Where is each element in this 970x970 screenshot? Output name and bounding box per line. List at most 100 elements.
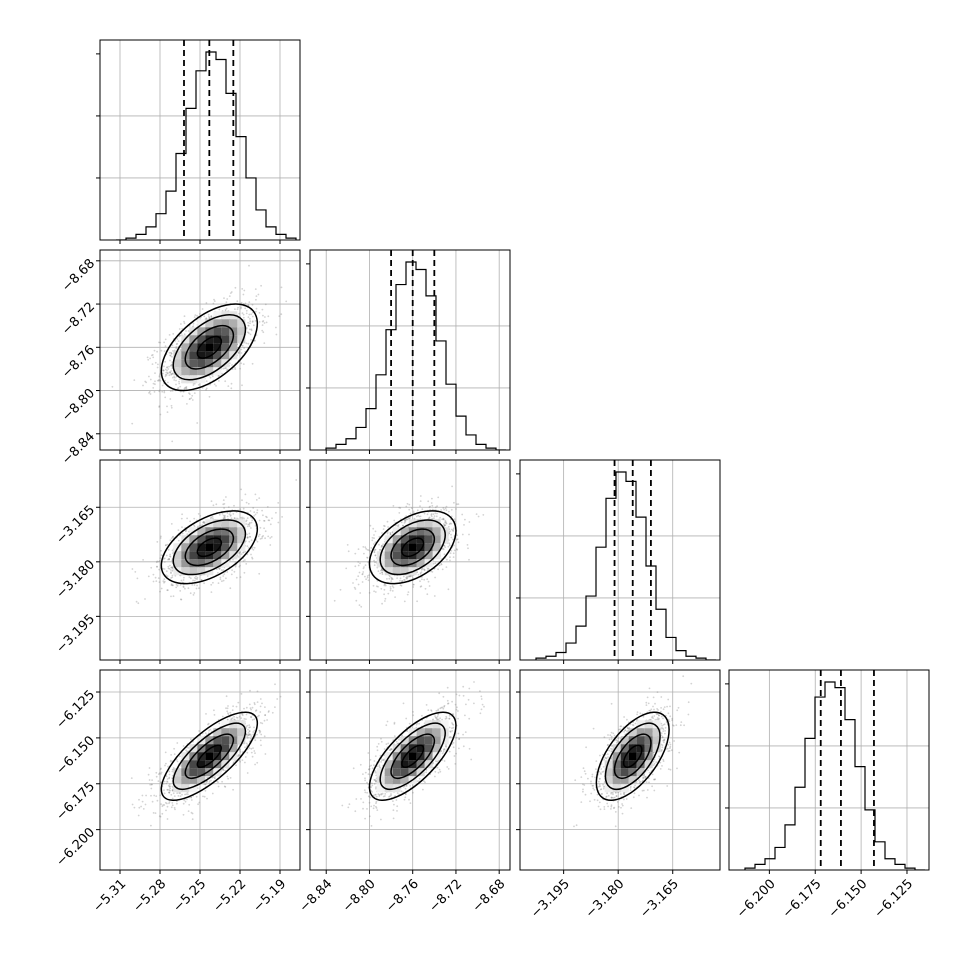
scatter-point	[408, 503, 411, 506]
scatter-point	[189, 393, 191, 395]
scatter-point	[233, 504, 235, 507]
scatter-point	[431, 497, 433, 500]
scatter-point	[169, 390, 172, 392]
scatter-point	[404, 519, 407, 521]
scatter-point	[357, 583, 360, 586]
scatter-point	[333, 599, 336, 602]
scatter-point	[154, 383, 156, 386]
scatter-point	[162, 369, 165, 372]
scatter-point	[182, 745, 185, 747]
scatter-point	[419, 505, 421, 507]
scatter-point	[250, 329, 253, 332]
scatter-point	[434, 506, 437, 509]
scatter-point	[381, 532, 383, 534]
scatter-point	[218, 380, 220, 382]
scatter-point	[218, 513, 221, 516]
scatter-point	[229, 515, 232, 517]
scatter-point	[184, 530, 187, 533]
scatter-point	[156, 379, 159, 382]
scatter-point	[241, 384, 243, 387]
scatter-point	[267, 535, 270, 538]
scatter-point	[168, 773, 171, 776]
density-cell	[213, 311, 222, 320]
scatter-point	[178, 382, 181, 385]
scatter-point	[229, 711, 232, 714]
scatter-point	[238, 350, 241, 353]
scatter-point	[166, 411, 169, 413]
scatter-point	[457, 503, 460, 505]
scatter-point	[461, 533, 464, 536]
scatter-point	[165, 554, 168, 557]
scatter-point	[388, 577, 391, 580]
scatter-point	[201, 524, 204, 526]
scatter-point	[389, 533, 392, 536]
scatter-point	[167, 565, 170, 568]
scatter-point	[271, 517, 273, 520]
scatter-point	[225, 695, 228, 698]
scatter-point	[225, 707, 227, 710]
scatter-point	[372, 584, 375, 587]
scatter-point	[239, 367, 242, 370]
scatter-point	[173, 795, 176, 797]
scatter-point	[402, 524, 404, 527]
scatter-point	[210, 315, 213, 318]
scatter-point	[171, 559, 173, 562]
scatter-point	[182, 585, 185, 588]
scatter-point	[406, 502, 409, 505]
scatter-point	[419, 580, 421, 583]
scatter-point	[248, 522, 251, 525]
scatter-point	[389, 589, 392, 592]
contour-line-1	[196, 335, 223, 359]
scatter-point	[398, 506, 401, 509]
scatter-point	[362, 571, 365, 573]
scatter-point	[408, 508, 411, 511]
scatter-point	[245, 342, 248, 345]
scatter-point	[234, 565, 237, 568]
scatter-point	[202, 521, 205, 523]
scatter-point	[169, 354, 172, 357]
scatter-point	[178, 328, 181, 330]
scatter-point	[147, 773, 150, 776]
scatter-point	[405, 518, 408, 521]
scatter-point	[227, 713, 230, 716]
scatter-point	[152, 580, 155, 583]
scatter-point	[247, 523, 250, 526]
scatter-point	[354, 588, 357, 590]
scatter-point	[381, 545, 384, 548]
scatter-point	[158, 568, 161, 571]
scatter-point	[247, 547, 250, 549]
scatter-point	[464, 518, 466, 521]
scatter-point	[373, 590, 375, 593]
scatter-point	[170, 577, 173, 579]
scatter-point	[448, 544, 451, 547]
scatter-point	[374, 530, 377, 533]
scatter-point	[259, 711, 262, 713]
density-cell	[197, 567, 206, 576]
scatter-point	[159, 781, 162, 784]
scatter-point	[258, 731, 261, 734]
scatter-point	[211, 792, 214, 795]
scatter-point	[419, 500, 422, 502]
histogram-panel-4	[729, 670, 929, 870]
scatter-point	[254, 525, 257, 527]
scatter-point	[151, 363, 154, 365]
scatter-point	[420, 569, 423, 571]
density-cell	[189, 343, 198, 352]
scatter-point	[185, 330, 187, 332]
scatter-point	[378, 549, 381, 551]
scatter-point	[217, 582, 220, 584]
density-cell	[221, 527, 230, 536]
scatter-point	[190, 799, 193, 801]
scatter-point	[171, 789, 174, 792]
scatter-point	[175, 347, 178, 350]
scatter-point	[167, 368, 170, 370]
scatter-point	[196, 576, 199, 579]
scatter-point	[444, 546, 447, 548]
scatter-point	[362, 546, 365, 548]
scatter-point	[380, 587, 383, 590]
scatter-point	[402, 524, 404, 527]
scatter-point	[215, 503, 218, 506]
scatter-point	[240, 488, 243, 491]
scatter-point	[265, 321, 268, 324]
scatter-point	[172, 376, 174, 379]
